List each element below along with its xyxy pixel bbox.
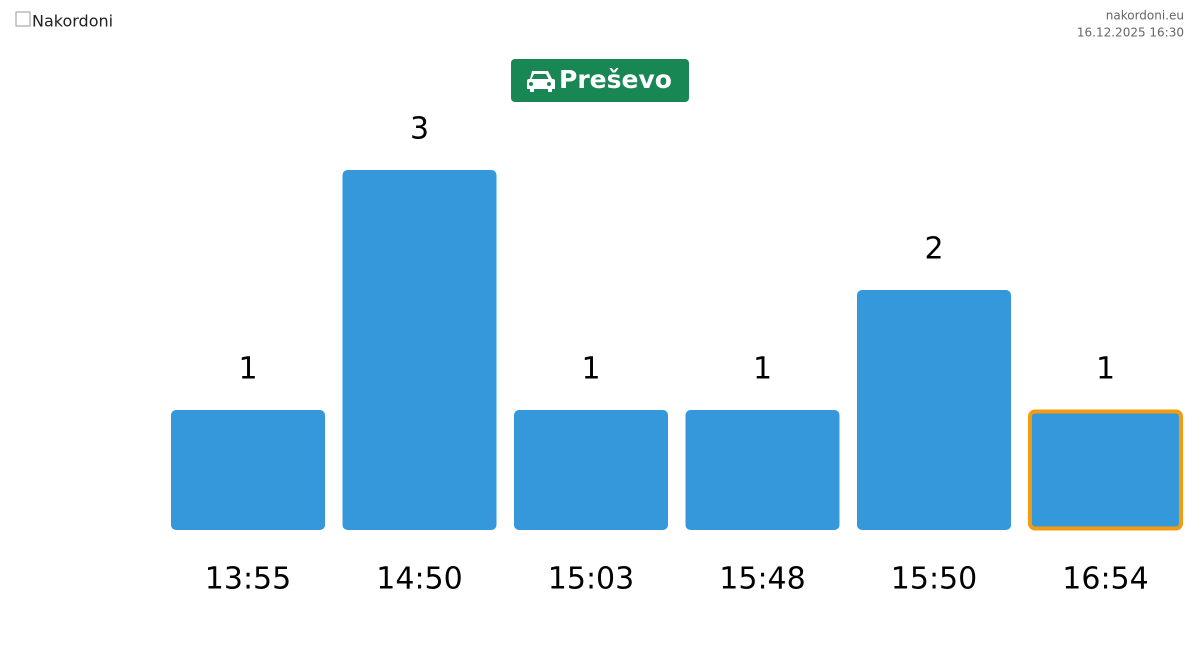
x-tick-label: 16:54	[1062, 562, 1148, 597]
bar	[1028, 409, 1183, 531]
bar	[342, 170, 497, 530]
title-badge: Preševo	[511, 59, 689, 102]
car-icon	[527, 71, 555, 92]
x-tick-label: 14:50	[376, 562, 462, 597]
value-label: 1	[753, 352, 772, 387]
bar	[685, 410, 840, 530]
value-label: 1	[581, 352, 600, 387]
logo-alt-text: Nakordoni	[32, 12, 113, 31]
car-light	[547, 82, 551, 86]
timestamp: 16.12.2025 16:30	[1077, 26, 1184, 40]
broken-image-icon	[15, 11, 31, 27]
title-background	[511, 59, 689, 102]
x-tick-label: 15:48	[719, 562, 805, 597]
x-tick-label: 15:03	[548, 562, 634, 597]
bar	[514, 410, 668, 530]
value-label: 2	[924, 232, 943, 267]
value-label: 1	[1096, 352, 1115, 387]
bar	[857, 290, 1011, 530]
bar	[171, 410, 325, 530]
value-label: 1	[238, 352, 257, 387]
chart-title: Preševo	[559, 65, 672, 94]
car-light	[529, 82, 533, 86]
x-tick-label: 13:55	[205, 562, 291, 597]
site-name: nakordoni.eu	[1106, 9, 1184, 23]
car-body	[527, 71, 555, 92]
value-label: 3	[410, 112, 429, 147]
x-tick-label: 15:50	[891, 562, 977, 597]
logo: Nakordoni	[15, 11, 113, 31]
